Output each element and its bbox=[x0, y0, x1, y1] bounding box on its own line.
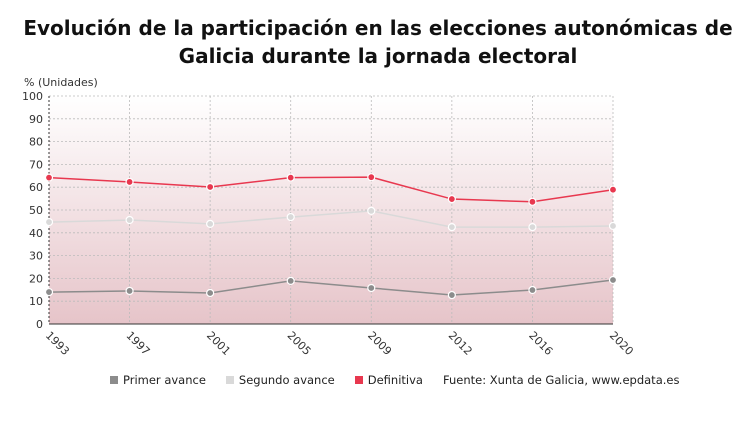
legend-item-definitiva[interactable]: Definitiva bbox=[354, 373, 423, 387]
x-tick-label: 2016 bbox=[526, 329, 555, 358]
data-point bbox=[447, 290, 456, 300]
legend-label: Primer avance bbox=[123, 373, 206, 387]
y-tick-label: 20 bbox=[29, 272, 43, 285]
x-tick-label: 2001 bbox=[204, 329, 233, 358]
y-tick-label: 0 bbox=[36, 318, 43, 331]
data-point bbox=[608, 185, 618, 194]
legend-swatch bbox=[110, 376, 118, 384]
legend: Primer avance Segundo avance Definitiva … bbox=[110, 373, 679, 387]
legend-label: Definitiva bbox=[367, 373, 423, 387]
y-tick-label: 70 bbox=[29, 158, 43, 171]
data-point bbox=[367, 173, 376, 182]
x-tick-label: 1997 bbox=[123, 329, 152, 358]
data-point bbox=[125, 215, 134, 225]
series-line bbox=[48, 279, 614, 296]
x-tick-label: 2020 bbox=[607, 329, 636, 358]
chart-title: Evolución de la participación en las ele… bbox=[23, 16, 733, 68]
data-point bbox=[528, 285, 537, 295]
data-point bbox=[286, 276, 295, 286]
y-tick-label: 30 bbox=[29, 250, 43, 263]
y-tick-label: 90 bbox=[29, 113, 43, 126]
x-tick-label: 1993 bbox=[43, 329, 72, 358]
legend-label: Segundo avance bbox=[238, 373, 335, 387]
data-point bbox=[125, 177, 134, 187]
legend-swatch bbox=[354, 376, 363, 384]
source-note: Fuente: Xunta de Galicia, www.epdata.es bbox=[442, 373, 680, 387]
y-tick-label: 40 bbox=[29, 227, 43, 240]
data-point bbox=[286, 173, 295, 182]
y-tick-label: 100 bbox=[22, 90, 43, 103]
data-point bbox=[447, 194, 456, 204]
data-point bbox=[286, 212, 295, 222]
series-line bbox=[48, 176, 614, 203]
y-tick-label: 10 bbox=[29, 295, 43, 308]
data-point bbox=[44, 287, 54, 297]
data-point bbox=[206, 219, 215, 229]
y-tick-label: 60 bbox=[29, 181, 43, 194]
data-point bbox=[528, 197, 537, 206]
legend-item-segundo[interactable]: Segundo avance bbox=[225, 373, 335, 387]
x-tick-label: 2009 bbox=[365, 329, 394, 358]
x-tick-label: 2005 bbox=[285, 329, 314, 358]
y-tick-label: 50 bbox=[29, 204, 43, 217]
x-tick-label: 2012 bbox=[446, 329, 475, 358]
series-line bbox=[48, 210, 614, 228]
legend-item-primer[interactable]: Primer avance bbox=[110, 373, 206, 387]
data-point bbox=[206, 182, 215, 192]
data-point bbox=[367, 283, 376, 293]
data-point bbox=[608, 221, 618, 231]
data-point bbox=[367, 206, 376, 216]
data-point bbox=[528, 223, 537, 232]
y-axis-label: % (Unidades) bbox=[24, 76, 98, 89]
data-point bbox=[447, 223, 456, 232]
legend-swatch bbox=[225, 376, 234, 384]
data-point bbox=[44, 173, 54, 182]
y-tick-label: 80 bbox=[29, 136, 43, 149]
data-point bbox=[608, 275, 618, 285]
data-point bbox=[125, 286, 134, 296]
data-point bbox=[206, 288, 215, 298]
data-point bbox=[44, 217, 54, 227]
